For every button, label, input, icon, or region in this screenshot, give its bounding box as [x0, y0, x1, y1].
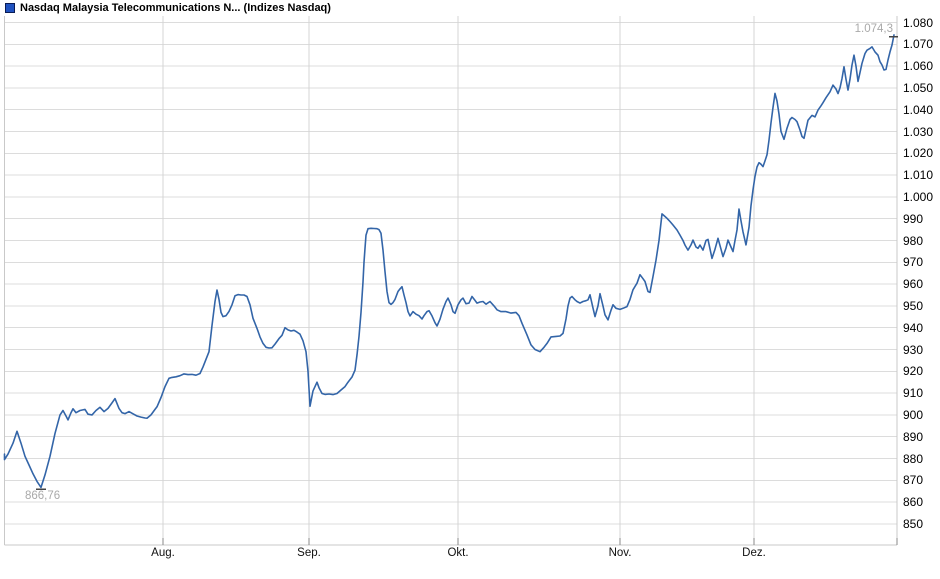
chart-legend: Nasdaq Malaysia Telecommunications N... … [5, 2, 331, 14]
x-axis-label: Dez. [742, 547, 766, 559]
y-axis-label: 960 [903, 277, 924, 291]
chart-title: Nasdaq Malaysia Telecommunications N... … [20, 2, 331, 14]
x-axis-label: Okt. [447, 547, 469, 559]
y-axis-label: 880 [903, 452, 924, 466]
series-legend-swatch-icon [5, 3, 15, 13]
x-axis-label: Sep. [297, 547, 321, 559]
y-axis-label: 1.020 [903, 146, 934, 160]
y-axis-label: 1.080 [903, 16, 934, 30]
y-axis-label: 890 [903, 430, 924, 444]
price-line [3, 34, 895, 489]
last-value-annotation: 1.074,3 [854, 23, 893, 35]
y-axis-label: 970 [903, 255, 924, 269]
y-axis-label: 1.070 [903, 37, 934, 51]
y-axis-label: 850 [903, 517, 924, 531]
y-axis-label: 1.060 [903, 59, 934, 73]
x-axis-label: Nov. [608, 547, 632, 559]
y-axis-label: 1.010 [903, 168, 934, 182]
y-axis-label: 870 [903, 473, 924, 487]
y-axis-label: 1.000 [903, 190, 934, 204]
y-axis-label: 900 [903, 408, 924, 422]
y-axis-label: 910 [903, 386, 924, 400]
y-axis-label: 990 [903, 212, 924, 226]
y-axis-label: 1.040 [903, 103, 934, 117]
y-axis-label: 950 [903, 299, 924, 313]
low-value-annotation: 866,76 [25, 490, 61, 502]
y-axis-label: 920 [903, 364, 924, 378]
y-axis-label: 980 [903, 234, 924, 248]
y-axis-label: 1.030 [903, 125, 934, 139]
y-axis-label: 1.050 [903, 81, 934, 95]
x-axis-label: Aug. [151, 547, 175, 559]
y-axis-label: 930 [903, 343, 924, 357]
y-axis-label: 940 [903, 321, 924, 335]
y-axis-label: 860 [903, 495, 924, 509]
